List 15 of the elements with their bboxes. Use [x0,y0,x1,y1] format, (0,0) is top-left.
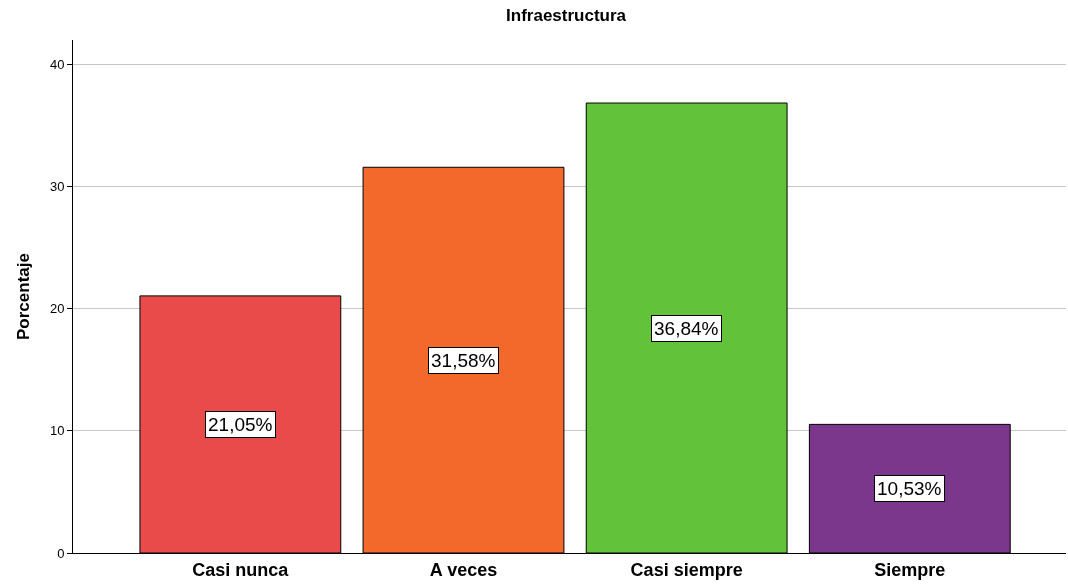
chart-title: Infraestructura [506,5,627,25]
data-label: 36,84% [654,318,719,339]
y-tick-label: 30 [49,179,65,195]
y-axis-title: Porcentaje [14,253,34,340]
data-label: 31,58% [431,350,496,371]
y-tick-label: 0 [57,545,65,561]
x-tick-label: Casi nunca [192,559,290,580]
y-tick-label: 40 [49,56,65,72]
y-tick-label: 20 [49,301,65,317]
x-tick-label: Casi siempre [630,559,743,580]
x-tick-label: Siempre [874,559,946,580]
x-tick-label: A veces [429,559,498,580]
data-label: 10,53% [877,478,942,499]
y-tick-label: 10 [49,423,65,439]
data-label: 21,05% [208,414,273,435]
